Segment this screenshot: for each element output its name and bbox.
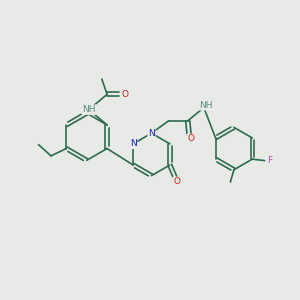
Text: O: O xyxy=(173,177,180,186)
Text: NH: NH xyxy=(82,105,96,114)
Text: N: N xyxy=(148,129,155,138)
Text: F: F xyxy=(267,156,272,165)
Text: O: O xyxy=(121,90,128,99)
Text: O: O xyxy=(187,134,194,143)
Text: N: N xyxy=(130,139,136,148)
Text: NH: NH xyxy=(200,101,213,110)
